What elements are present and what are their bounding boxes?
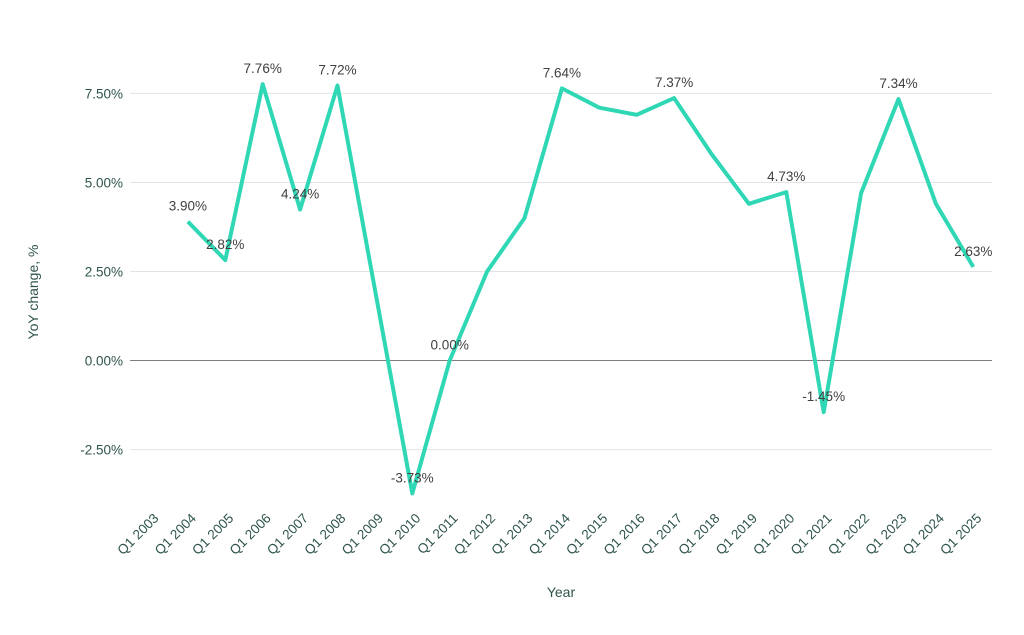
data-label: 7.37% xyxy=(655,75,693,90)
data-label: 4.24% xyxy=(281,187,319,202)
data-label: 2.63% xyxy=(954,244,992,259)
y-tick-label: 0.00% xyxy=(85,354,123,369)
data-label: 0.00% xyxy=(431,338,469,353)
y-axis-title: YoY change, % xyxy=(25,245,41,340)
data-label: 7.34% xyxy=(879,76,917,91)
data-label: -3.73% xyxy=(391,470,434,485)
data-label: 2.82% xyxy=(206,237,244,252)
y-tick-label: 2.50% xyxy=(85,265,123,280)
x-axis-title: Year xyxy=(547,584,576,600)
line-series xyxy=(186,82,976,496)
y-tick-label: 7.50% xyxy=(85,86,123,101)
y-tick-label: 5.00% xyxy=(85,175,123,190)
data-label: 4.73% xyxy=(767,169,805,184)
x-tick-label: Q1 2010 xyxy=(376,511,423,558)
data-label: 3.90% xyxy=(169,199,207,214)
data-label: -1.45% xyxy=(802,389,845,404)
data-label: 7.76% xyxy=(244,61,282,76)
y-tick-label: -2.50% xyxy=(80,443,123,458)
series-line xyxy=(186,82,976,496)
data-label: 7.64% xyxy=(543,65,581,80)
data-labels: 3.90% 2.82% 7.76% 4.24% 7.72% -3.73% 0.00% 7.64… xyxy=(169,61,993,485)
x-tick-label: Q1 2025 xyxy=(937,511,984,558)
y-axis-tick-labels: 7.50% 5.00% 2.50% 0.00% -2.50% xyxy=(80,86,123,457)
data-label: 7.72% xyxy=(318,63,356,78)
gridlines xyxy=(130,92,992,451)
